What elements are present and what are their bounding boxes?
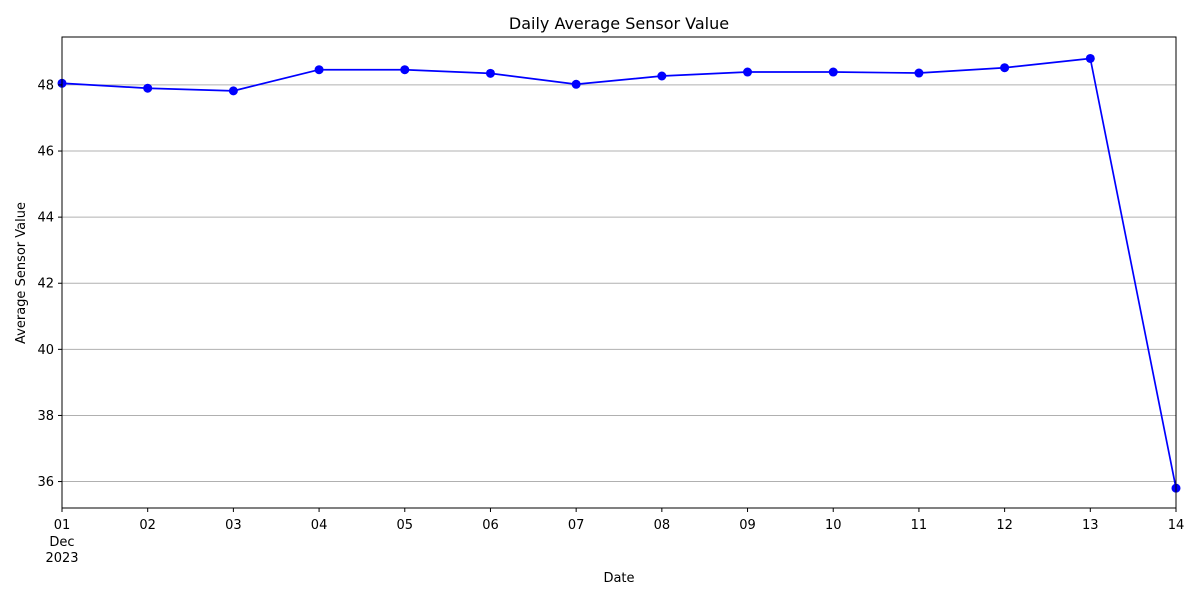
data-point xyxy=(314,65,324,75)
data-point xyxy=(828,67,838,77)
series-line-group xyxy=(61,57,1177,489)
x-axis-year-label: 2023 xyxy=(45,551,78,566)
x-tick-label: 07 xyxy=(568,518,585,533)
x-tick-label: 14 xyxy=(1168,518,1185,533)
x-tick-label: 10 xyxy=(825,518,842,533)
x-tick-label: 03 xyxy=(225,518,242,533)
data-point xyxy=(228,86,238,96)
series-line xyxy=(61,57,1177,489)
data-point xyxy=(657,71,667,81)
x-axis-label: Date xyxy=(603,571,634,586)
y-tick-label: 36 xyxy=(37,475,54,490)
series-markers xyxy=(57,53,1181,493)
data-point xyxy=(571,79,581,89)
y-tick-label: 48 xyxy=(37,78,54,93)
x-tick-label: 04 xyxy=(311,518,328,533)
y-axis-label: Average Sensor Value xyxy=(14,202,29,344)
y-tick-label: 42 xyxy=(37,277,54,292)
x-tick-label: 13 xyxy=(1082,518,1099,533)
x-tick-label: 05 xyxy=(396,518,413,533)
x-tick-label: 01 xyxy=(54,518,71,533)
x-tick-label: 06 xyxy=(482,518,499,533)
x-tick-label: 12 xyxy=(996,518,1013,533)
y-tick-label: 44 xyxy=(37,211,54,226)
x-tick-label: 02 xyxy=(139,518,156,533)
x-tick-label: 08 xyxy=(654,518,671,533)
data-point xyxy=(743,67,753,77)
gridlines xyxy=(62,84,1176,483)
x-axis-month-label: Dec xyxy=(49,535,74,550)
data-point xyxy=(1085,53,1095,63)
data-point xyxy=(400,65,410,75)
data-point xyxy=(914,68,924,78)
x-tick-label: 09 xyxy=(739,518,756,533)
data-point xyxy=(143,83,153,93)
data-point xyxy=(1000,63,1010,73)
y-tick-label: 38 xyxy=(37,409,54,424)
plot-area-frame xyxy=(61,36,1177,509)
y-axis-ticks: 36 38 40 42 44 46 48 xyxy=(37,78,62,490)
y-tick-label: 46 xyxy=(37,145,54,160)
x-axis-ticks: 01 02 03 04 05 06 07 08 09 10 11 12 13 14 xyxy=(54,508,1185,533)
data-point xyxy=(485,68,495,78)
x-tick-label: 11 xyxy=(911,518,928,533)
chart-title: Daily Average Sensor Value xyxy=(509,14,729,33)
y-tick-label: 40 xyxy=(37,343,54,358)
